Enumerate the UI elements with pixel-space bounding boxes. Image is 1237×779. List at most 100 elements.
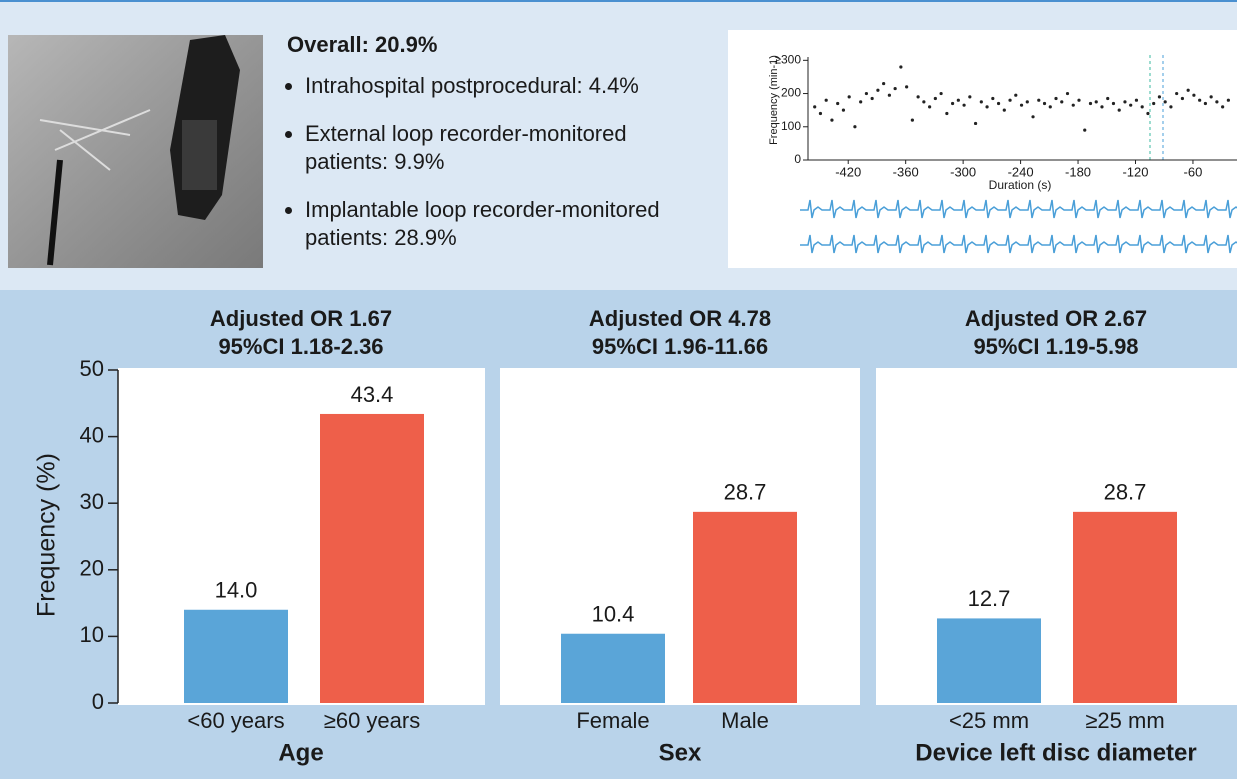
point: [1198, 98, 1202, 102]
x-tick-label: -420: [835, 164, 861, 179]
point: [1175, 91, 1179, 96]
point: [1019, 103, 1024, 107]
y-axis-label: Frequency (min-1): [768, 55, 780, 145]
x-tick-label: ≥25 mm: [1085, 708, 1164, 733]
bar: [561, 633, 665, 703]
panel-title: 95%CI 1.96-11.66: [592, 334, 768, 359]
panel-title: Adjusted OR 1.67: [210, 306, 392, 331]
point: [1134, 98, 1139, 102]
point: [1146, 111, 1150, 116]
point: [893, 86, 897, 91]
panel-title: 95%CI 1.18-2.36: [218, 334, 383, 359]
x-tick-label: -240: [1008, 164, 1034, 179]
bullet-line: patients: 9.9%: [305, 149, 445, 174]
point: [922, 100, 926, 104]
overall: Overall: 20.9%: [287, 32, 438, 57]
photo: [8, 35, 263, 268]
point: [1014, 93, 1018, 97]
summary: Overall: 20.9% Intrahospital postprocedu…: [287, 32, 660, 272]
y-tick-label: 10: [80, 622, 104, 647]
point: [1071, 103, 1075, 107]
bullet-line: External loop recorder-monitored: [305, 121, 627, 146]
x-tick-label: -300: [950, 164, 976, 179]
point: [916, 95, 920, 99]
point: [1077, 98, 1081, 102]
panel-bg: [500, 368, 860, 705]
ecg-trace: [800, 234, 1237, 254]
point: [1221, 105, 1225, 109]
y-tick-label: 100: [781, 119, 801, 133]
point: [1025, 100, 1029, 104]
y-axis-label: Frequency (%): [33, 453, 61, 617]
x-tick-label: Male: [721, 708, 769, 733]
point: [910, 118, 914, 122]
point: [1100, 105, 1104, 109]
x-tick-label: -360: [893, 164, 919, 179]
point: [1111, 101, 1116, 106]
point: [945, 111, 949, 116]
value-label: 43.4: [351, 382, 394, 407]
x-tick-label: Female: [576, 708, 649, 733]
point: [847, 95, 851, 99]
x-tick-label: -120: [1122, 164, 1148, 179]
point: [818, 111, 823, 116]
point: [1152, 101, 1156, 106]
y-tick-label: 0: [92, 689, 104, 714]
y-tick-label: ≥300: [774, 52, 801, 66]
point: [928, 105, 932, 109]
point: [1192, 93, 1196, 97]
x-tick-label: <25 mm: [949, 708, 1029, 733]
point: [1215, 100, 1219, 104]
point: [882, 81, 886, 86]
point: [859, 100, 863, 104]
value-label: 10.4: [592, 602, 635, 627]
bullet-list: Intrahospital postprocedural: 4.4% Extern…: [287, 72, 660, 252]
bar: [1073, 511, 1177, 703]
point: [824, 98, 828, 102]
point: [813, 105, 817, 109]
x-axis-label: Duration (s): [989, 178, 1052, 192]
point: [836, 101, 840, 106]
point: [905, 85, 909, 89]
bullet: Intrahospital postprocedural: 4.4%: [305, 72, 660, 100]
panel-title: Adjusted OR 2.67: [965, 306, 1147, 331]
panel-title: Adjusted OR 4.78: [589, 306, 771, 331]
point: [841, 108, 846, 112]
point: [830, 118, 834, 122]
bar: [320, 413, 424, 703]
x-tick-label: <60 years: [187, 708, 284, 733]
point: [973, 121, 978, 126]
point: [1203, 101, 1207, 106]
bullet: Implantable loop recorder-monitored patie…: [305, 196, 660, 252]
point: [1054, 96, 1058, 101]
point: [939, 91, 943, 96]
point: [1186, 88, 1190, 92]
point: [979, 100, 983, 104]
point: [1180, 96, 1185, 101]
inset-bg: [728, 30, 1237, 268]
point: [996, 101, 1001, 106]
y-tick-label: 0: [794, 152, 801, 166]
point: [870, 96, 874, 101]
y-tick-label: 200: [781, 86, 801, 100]
group-label: Device left disc diameter: [915, 739, 1196, 766]
point: [1094, 100, 1098, 104]
point: [1065, 91, 1070, 96]
point: [1037, 98, 1041, 102]
group-label: Age: [278, 739, 323, 766]
x-tick-label: -180: [1065, 164, 1091, 179]
group-label: Sex: [659, 739, 702, 766]
point: [991, 96, 995, 101]
bullet: External loop recorder-monitored patients…: [305, 120, 660, 176]
point: [899, 65, 903, 69]
bullet-line: Implantable loop recorder-monitored: [305, 197, 660, 222]
point: [1106, 96, 1110, 101]
point: [1060, 100, 1064, 104]
point: [1088, 101, 1093, 106]
point: [956, 98, 960, 102]
y-tick-label: 30: [80, 489, 104, 514]
y-tick-label: 40: [80, 422, 104, 447]
point: [962, 103, 966, 107]
point: [1123, 100, 1127, 104]
